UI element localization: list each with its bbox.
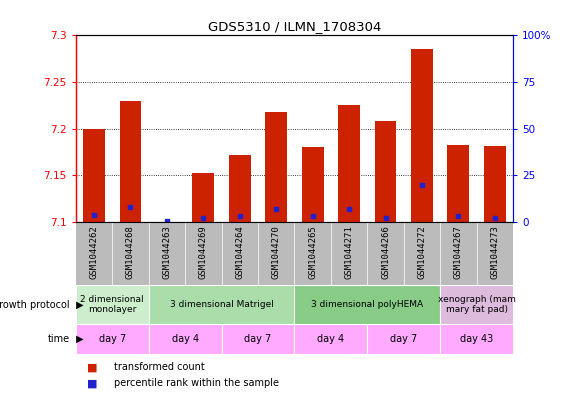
Text: GSM1044265: GSM1044265 xyxy=(308,225,317,279)
Text: GSM1044271: GSM1044271 xyxy=(345,225,353,279)
Text: 2 dimensional
monolayer: 2 dimensional monolayer xyxy=(80,295,144,314)
Text: growth protocol: growth protocol xyxy=(0,299,70,310)
Text: day 4: day 4 xyxy=(317,334,345,344)
Bar xyxy=(440,285,513,324)
Bar xyxy=(120,101,141,222)
Text: GSM1044269: GSM1044269 xyxy=(199,225,208,279)
Bar xyxy=(265,112,287,222)
Text: ▶: ▶ xyxy=(73,299,83,310)
Bar xyxy=(192,173,215,222)
Bar xyxy=(294,285,440,324)
Text: 3 dimensional Matrigel: 3 dimensional Matrigel xyxy=(170,300,273,309)
Text: GSM1044264: GSM1044264 xyxy=(236,225,244,279)
Bar xyxy=(302,147,324,222)
Bar xyxy=(374,121,396,222)
Text: day 7: day 7 xyxy=(99,334,126,344)
Text: GSM1044267: GSM1044267 xyxy=(454,225,463,279)
Text: ■: ■ xyxy=(87,378,98,388)
Text: day 43: day 43 xyxy=(460,334,493,344)
Bar xyxy=(447,145,469,222)
Bar xyxy=(76,285,149,324)
Bar xyxy=(440,324,513,354)
Text: transformed count: transformed count xyxy=(114,362,205,373)
Text: 3 dimensional polyHEMA: 3 dimensional polyHEMA xyxy=(311,300,423,309)
Bar xyxy=(76,324,149,354)
Text: percentile rank within the sample: percentile rank within the sample xyxy=(114,378,279,388)
Text: GSM1044270: GSM1044270 xyxy=(272,225,280,279)
Bar xyxy=(484,145,505,222)
Text: day 4: day 4 xyxy=(171,334,199,344)
Text: time: time xyxy=(48,334,70,344)
Bar xyxy=(338,105,360,222)
Text: GSM1044273: GSM1044273 xyxy=(490,225,499,279)
Bar xyxy=(222,324,294,354)
Bar xyxy=(411,50,433,222)
Text: GSM1044266: GSM1044266 xyxy=(381,225,390,279)
Text: GSM1044262: GSM1044262 xyxy=(90,225,99,279)
Bar xyxy=(367,324,440,354)
Bar xyxy=(149,285,294,324)
Bar xyxy=(83,129,105,222)
Text: ■: ■ xyxy=(87,362,98,373)
Text: ▶: ▶ xyxy=(73,334,83,344)
Title: GDS5310 / ILMN_1708304: GDS5310 / ILMN_1708304 xyxy=(208,20,381,33)
Bar xyxy=(229,155,251,222)
Text: day 7: day 7 xyxy=(390,334,417,344)
Bar xyxy=(294,324,367,354)
Bar xyxy=(149,324,222,354)
Text: GSM1044263: GSM1044263 xyxy=(163,225,171,279)
Text: GSM1044268: GSM1044268 xyxy=(126,225,135,279)
Text: xenograph (mam
mary fat pad): xenograph (mam mary fat pad) xyxy=(438,295,515,314)
Text: day 7: day 7 xyxy=(244,334,272,344)
Text: GSM1044272: GSM1044272 xyxy=(417,225,426,279)
